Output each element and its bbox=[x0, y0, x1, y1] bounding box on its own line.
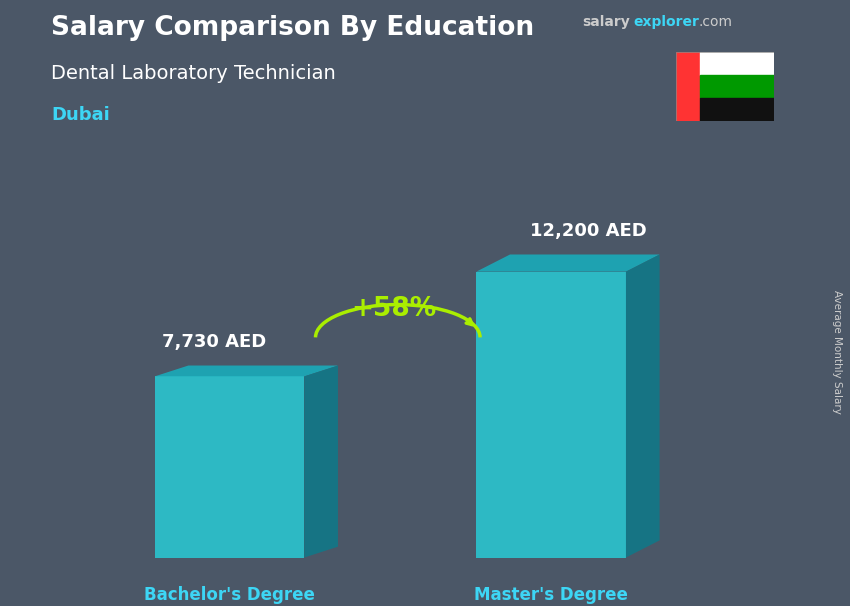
Text: 7,730 AED: 7,730 AED bbox=[162, 333, 267, 351]
Text: salary: salary bbox=[582, 15, 630, 29]
Polygon shape bbox=[304, 365, 338, 558]
Text: Salary Comparison By Education: Salary Comparison By Education bbox=[51, 15, 534, 41]
Text: Average Monthly Salary: Average Monthly Salary bbox=[832, 290, 842, 413]
Polygon shape bbox=[155, 365, 338, 376]
Polygon shape bbox=[155, 376, 304, 558]
Text: +58%: +58% bbox=[351, 296, 437, 322]
Bar bbox=[700, 98, 774, 121]
Text: Bachelor's Degree: Bachelor's Degree bbox=[144, 585, 315, 604]
Bar bbox=[676, 52, 700, 121]
Bar bbox=[700, 52, 774, 75]
Polygon shape bbox=[626, 255, 660, 558]
Text: Dubai: Dubai bbox=[51, 106, 110, 124]
Text: 12,200 AED: 12,200 AED bbox=[530, 222, 647, 241]
Text: explorer: explorer bbox=[633, 15, 699, 29]
Text: .com: .com bbox=[699, 15, 733, 29]
Text: Dental Laboratory Technician: Dental Laboratory Technician bbox=[51, 64, 336, 82]
Text: Master's Degree: Master's Degree bbox=[474, 585, 628, 604]
Polygon shape bbox=[476, 271, 626, 558]
Polygon shape bbox=[476, 255, 660, 271]
Bar bbox=[700, 75, 774, 98]
